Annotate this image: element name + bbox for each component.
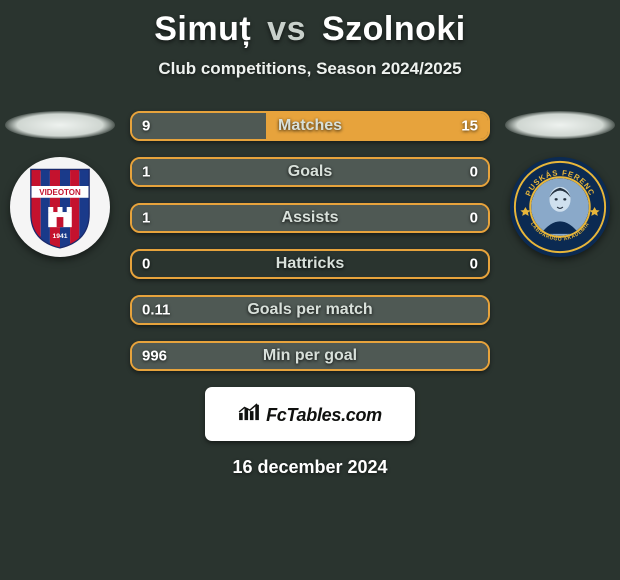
stat-label: Assists: [282, 209, 339, 227]
videoton-crest-icon: VIDEOTON 1941: [18, 165, 102, 249]
stat-value-left: 996: [142, 348, 167, 365]
svg-text:1941: 1941: [53, 233, 68, 240]
stat-bars: 9 15 Matches 1 0 Goals 1 0 Assists 0 0 Hattricks 0.1…: [130, 111, 490, 371]
stat-label: Matches: [278, 117, 342, 135]
subtitle: Club competitions, Season 2024/2025: [0, 59, 620, 79]
stat-row: 0 0 Hattricks: [130, 249, 490, 279]
stat-value-left: 9: [142, 118, 150, 135]
stat-label: Goals per match: [247, 301, 372, 319]
stat-value-right: 0: [470, 164, 478, 181]
stat-row: 1 0 Assists: [130, 203, 490, 233]
stat-value-left: 1: [142, 210, 150, 227]
puskas-crest-icon: PUSKÁS FERENC LABDARÚGÓ AKADÉMIA: [512, 159, 608, 255]
comparison-title: Simuț vs Szolnoki: [0, 0, 620, 49]
brand-inner: FcTables.com: [238, 403, 382, 426]
left-club-column: VIDEOTON 1941: [0, 111, 120, 257]
brand-chart-icon: [238, 403, 260, 421]
stat-value-right: 0: [470, 256, 478, 273]
stat-value-left: 0: [142, 256, 150, 273]
stat-label: Hattricks: [276, 255, 344, 273]
stat-row: 996 Min per goal: [130, 341, 490, 371]
stat-row: 9 15 Matches: [130, 111, 490, 141]
stat-row: 0.11 Goals per match: [130, 295, 490, 325]
comparison-stage: VIDEOTON 1941: [0, 111, 620, 371]
stat-value-left: 1: [142, 164, 150, 181]
stat-label: Min per goal: [263, 347, 357, 365]
brand-pill: FcTables.com: [205, 387, 415, 441]
stat-value-right: 15: [461, 118, 478, 135]
player1-name: Simuț: [154, 10, 251, 48]
vs-separator: vs: [267, 10, 306, 48]
club-logo-right: PUSKÁS FERENC LABDARÚGÓ AKADÉMIA: [510, 157, 610, 257]
date-text: 16 december 2024: [0, 457, 620, 478]
halo-ellipse: [5, 111, 115, 139]
halo-ellipse: [505, 111, 615, 139]
stat-value-right: 0: [470, 210, 478, 227]
stat-label: Goals: [288, 163, 332, 181]
player2-name: Szolnoki: [322, 10, 466, 48]
stat-row: 1 0 Goals: [130, 157, 490, 187]
stat-value-left: 0.11: [142, 302, 170, 319]
stat-fill-left: [132, 113, 266, 139]
club-logo-left: VIDEOTON 1941: [10, 157, 110, 257]
right-club-column: PUSKÁS FERENC LABDARÚGÓ AKADÉMIA: [500, 111, 620, 257]
svg-text:VIDEOTON: VIDEOTON: [39, 188, 81, 197]
brand-text: FcTables.com: [266, 405, 382, 426]
